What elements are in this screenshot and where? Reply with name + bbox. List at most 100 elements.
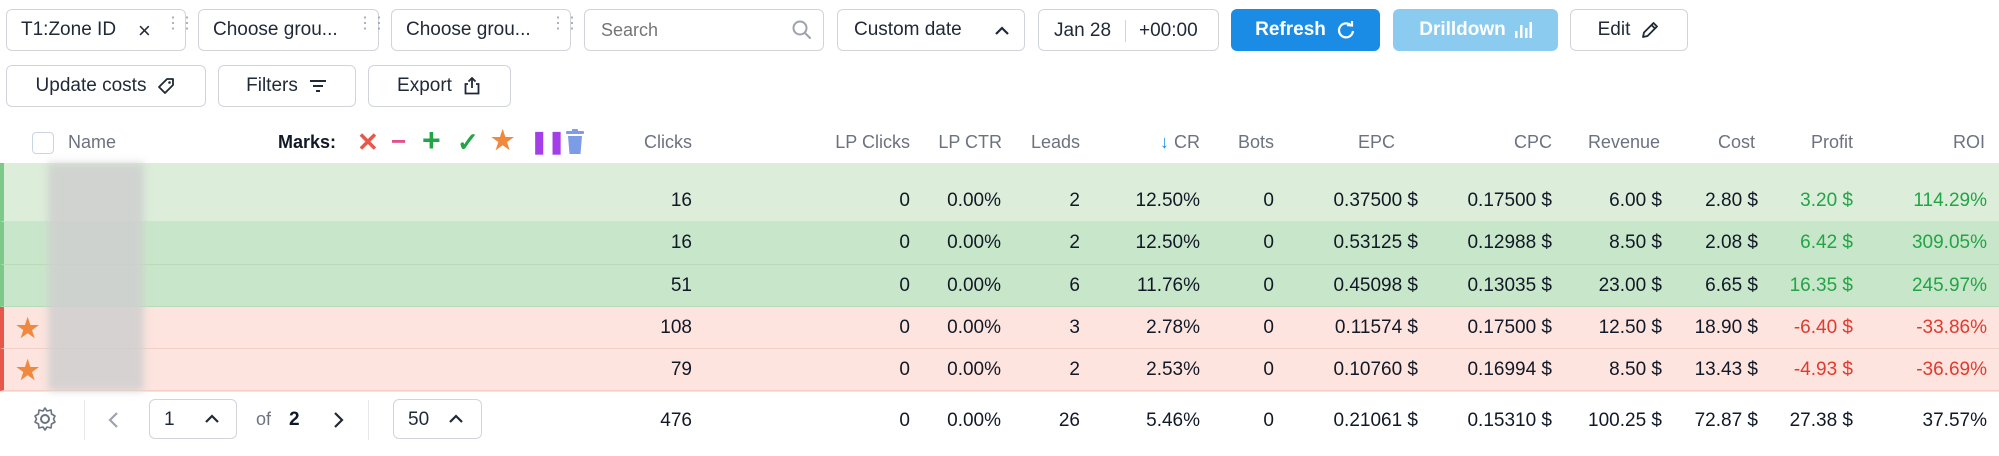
table-row[interactable]: [0, 349, 1999, 391]
header-leads[interactable]: Leads: [1030, 132, 1080, 152]
header-cr-sort[interactable]: ↓ CR: [1148, 132, 1200, 156]
cell-profit: -6.40 $: [1793, 317, 1853, 338]
zone-id-label: T1:Zone ID: [21, 19, 117, 40]
cell-cr: 2.53%: [1146, 359, 1200, 380]
cell-profit: 6.42 $: [1800, 232, 1853, 253]
table-row[interactable]: [0, 265, 1999, 307]
date-range-picker[interactable]: Jan 28 +00:00: [1038, 9, 1219, 51]
table-row[interactable]: [0, 307, 1999, 349]
mark-minus-icon[interactable]: −: [391, 126, 407, 156]
cell-profit: -4.93 $: [1793, 359, 1853, 380]
cell-roi: -33.86%: [1916, 317, 1987, 338]
drilldown-button[interactable]: Drilldown: [1393, 9, 1558, 51]
filters-button[interactable]: Filters: [218, 65, 356, 107]
drag-handle-icon[interactable]: ⋮⋮: [550, 15, 580, 32]
cell-cpc: 0.16994 $: [1467, 359, 1552, 380]
edit-label: Edit: [1597, 19, 1631, 40]
total-profit: 27.38 $: [1789, 410, 1853, 431]
cell-epc: 0.10760 $: [1333, 359, 1418, 380]
table-row[interactable]: [0, 180, 1999, 222]
header-cpc[interactable]: CPC: [1513, 132, 1552, 152]
sort-down-arrow-icon: ↓: [1159, 132, 1169, 152]
chevron-right-icon[interactable]: [331, 411, 345, 429]
page-size: 50: [408, 409, 430, 430]
header-bots[interactable]: Bots: [1237, 132, 1274, 152]
header-lp-clicks[interactable]: LP Clicks: [835, 132, 910, 152]
cell-cost: 13.43 $: [1694, 359, 1758, 380]
bar-chart-icon: [1514, 22, 1532, 38]
table-row[interactable]: [0, 222, 1999, 265]
group-select-1-label: Choose grou...: [213, 19, 338, 40]
date-mode-label: Custom date: [854, 19, 962, 40]
mark-trash-icon[interactable]: [564, 129, 586, 155]
gear-icon[interactable]: [32, 406, 58, 432]
chevron-up-icon: [205, 414, 219, 423]
cell-lp-clicks: 0: [899, 190, 910, 211]
refresh-button[interactable]: Refresh: [1231, 9, 1380, 51]
blurred-name-thumbnail: [48, 163, 144, 391]
search-icon[interactable]: [791, 19, 813, 41]
header-epc[interactable]: EPC: [1357, 132, 1395, 152]
mark-star-icon[interactable]: ★: [491, 125, 515, 155]
drag-handle-icon[interactable]: ⋮⋮: [165, 15, 195, 32]
cell-cr: 12.50%: [1135, 190, 1200, 211]
select-all-checkbox[interactable]: [32, 132, 54, 154]
cell-bots: 0: [1263, 317, 1274, 338]
footer-separator: [368, 400, 369, 440]
share-icon: [464, 76, 480, 95]
cell-leads: 2: [1069, 232, 1080, 253]
page-size-select[interactable]: 50: [393, 399, 482, 439]
cell-cpc: 0.13035 $: [1467, 275, 1552, 296]
cell-profit: 16.35 $: [1789, 275, 1853, 296]
update-costs-label: Update costs: [35, 75, 147, 96]
header-cost[interactable]: Cost: [1717, 132, 1755, 152]
search-field[interactable]: [584, 9, 824, 51]
cell-leads: 3: [1069, 317, 1080, 338]
close-icon[interactable]: ×: [138, 18, 151, 43]
total-revenue: 100.25 $: [1588, 410, 1662, 431]
drag-handle-icon[interactable]: ⋮⋮: [357, 15, 387, 32]
cell-roi: -36.69%: [1916, 359, 1987, 380]
filters-label: Filters: [246, 75, 298, 96]
mark-check-icon[interactable]: ✓: [457, 127, 479, 157]
search-input[interactable]: [599, 18, 793, 42]
edit-button[interactable]: Edit: [1570, 9, 1688, 51]
star-mark-icon[interactable]: ★: [16, 313, 40, 343]
cell-epc: 0.45098 $: [1333, 275, 1418, 296]
page-number-select[interactable]: 1: [149, 399, 237, 439]
cell-epc: 0.53125 $: [1333, 232, 1418, 253]
date-mode-select[interactable]: Custom date: [837, 9, 1025, 51]
update-costs-button[interactable]: Update costs: [6, 65, 206, 107]
header-profit[interactable]: Profit: [1810, 132, 1853, 152]
header-name[interactable]: Name: [68, 132, 117, 152]
chevron-up-icon: [449, 414, 463, 423]
cell-clicks: 108: [660, 317, 692, 338]
mark-plus-icon[interactable]: +: [422, 122, 441, 158]
total-leads: 26: [1058, 410, 1080, 431]
export-button[interactable]: Export: [368, 65, 511, 107]
page-number: 1: [164, 409, 175, 430]
group-select-2[interactable]: Choose grou... ⋮⋮: [391, 9, 580, 51]
mark-delete-icon[interactable]: ✕: [357, 127, 379, 157]
cell-leads: 6: [1069, 275, 1080, 296]
header-lp-ctr[interactable]: LP CTR: [938, 132, 1002, 152]
cell-revenue: 8.50 $: [1609, 232, 1662, 253]
mark-pause-icon[interactable]: ❚❚: [530, 129, 566, 154]
chevron-left-icon[interactable]: [107, 411, 121, 429]
total-bots: 0: [1263, 410, 1274, 431]
cell-cr: 12.50%: [1135, 232, 1200, 253]
header-roi[interactable]: ROI: [1952, 132, 1985, 152]
header-clicks[interactable]: Clicks: [644, 132, 692, 152]
of-label: of: [256, 409, 272, 429]
zone-id-chip[interactable]: T1:Zone ID × ⋮⋮: [6, 9, 195, 51]
star-mark-icon[interactable]: ★: [16, 355, 40, 385]
footer-separator: [84, 400, 85, 440]
total-cr: 5.46%: [1146, 410, 1200, 431]
group-select-1[interactable]: Choose grou... ⋮⋮: [198, 9, 387, 51]
cell-roi: 309.05%: [1911, 232, 1987, 253]
header-revenue[interactable]: Revenue: [1587, 132, 1660, 152]
cell-epc: 0.37500 $: [1333, 190, 1418, 211]
cell-lp-ctr: 0.00%: [947, 232, 1001, 253]
footer-divider: [0, 391, 1999, 392]
cell-cost: 18.90 $: [1694, 317, 1758, 338]
